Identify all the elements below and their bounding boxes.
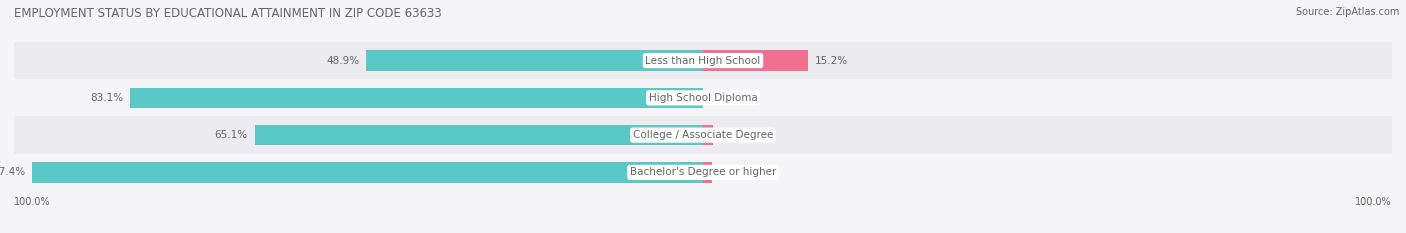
Bar [703,125,713,145]
FancyBboxPatch shape [14,116,1392,154]
Text: 83.1%: 83.1% [90,93,124,103]
FancyBboxPatch shape [14,79,1392,116]
Text: 100.0%: 100.0% [14,197,51,207]
Bar [703,162,711,183]
Text: 48.9%: 48.9% [326,56,359,65]
Text: Source: ZipAtlas.com: Source: ZipAtlas.com [1295,7,1399,17]
Text: EMPLOYMENT STATUS BY EDUCATIONAL ATTAINMENT IN ZIP CODE 63633: EMPLOYMENT STATUS BY EDUCATIONAL ATTAINM… [14,7,441,20]
Bar [32,162,703,183]
Text: 15.2%: 15.2% [814,56,848,65]
Text: 1.4%: 1.4% [720,130,747,140]
Text: 97.4%: 97.4% [0,168,25,177]
Text: High School Diploma: High School Diploma [648,93,758,103]
Text: 65.1%: 65.1% [215,130,247,140]
Text: Less than High School: Less than High School [645,56,761,65]
Bar [703,50,807,71]
Bar [366,50,703,71]
Text: Bachelor's Degree or higher: Bachelor's Degree or higher [630,168,776,177]
Text: 1.3%: 1.3% [718,168,745,177]
Text: College / Associate Degree: College / Associate Degree [633,130,773,140]
Bar [254,125,703,145]
Bar [131,88,703,108]
FancyBboxPatch shape [14,42,1392,79]
Text: 0.0%: 0.0% [710,93,737,103]
Text: 100.0%: 100.0% [1355,197,1392,207]
FancyBboxPatch shape [14,154,1392,191]
